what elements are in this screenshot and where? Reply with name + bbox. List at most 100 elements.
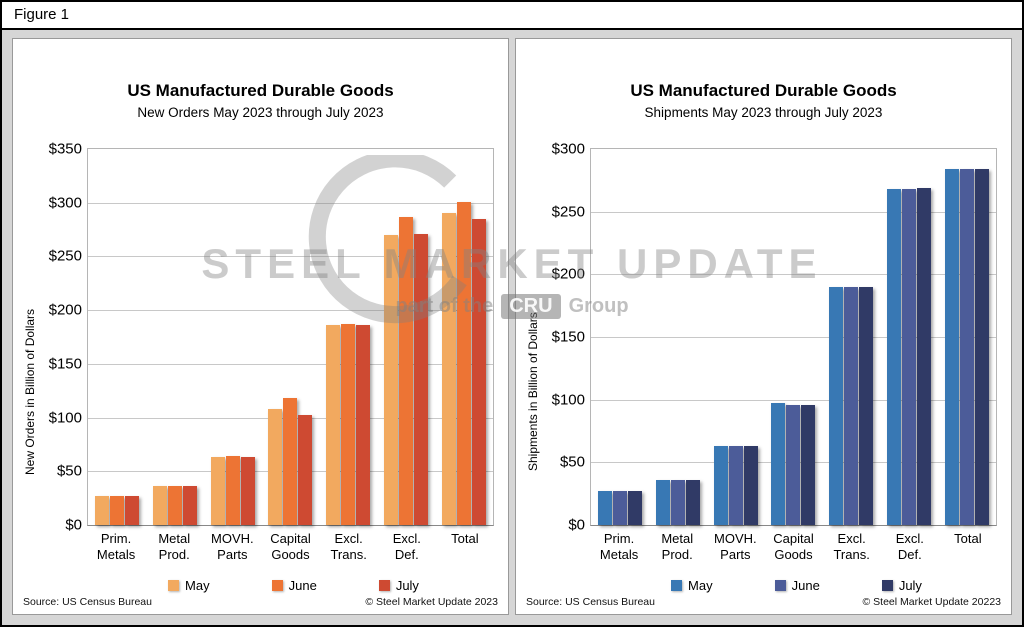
copyright-text: © Steel Market Update 2023	[365, 596, 498, 608]
bar-group	[326, 324, 371, 525]
legend-item: May	[168, 578, 210, 593]
bar-june	[959, 169, 974, 525]
bar-groups	[88, 149, 493, 525]
legend-label: June	[791, 577, 820, 593]
x-category-label: Capital Goods	[773, 531, 814, 563]
gridline	[88, 202, 493, 204]
bar-may	[829, 286, 844, 525]
chart-title: US Manufactured Durable Goods	[127, 81, 394, 100]
x-category-label: MOVH. Parts	[714, 531, 757, 563]
x-category-label: Total	[954, 531, 982, 546]
y-tick-label: $300	[48, 194, 82, 212]
bar-june	[225, 456, 240, 525]
bar-july	[859, 286, 874, 525]
y-tick-label: $50	[56, 462, 82, 480]
bar-groups	[591, 149, 996, 525]
bar-june	[341, 324, 356, 525]
bar-june	[902, 189, 917, 525]
y-tick-label: $0	[65, 516, 82, 534]
bar-group	[829, 286, 874, 525]
x-category-label: Metal Prod.	[661, 531, 694, 563]
legend-item: May	[671, 578, 713, 593]
legend-item: June	[271, 577, 317, 593]
panel-footer: Source: US Census Bureau © Steel Market U…	[524, 596, 1003, 614]
x-category-label: Metal Prod.	[158, 531, 191, 563]
bar-june	[283, 398, 298, 525]
chart-panel-shipments: US Manufactured Durable Goods Shipments M…	[515, 38, 1012, 615]
y-tick-label: $300	[551, 140, 585, 158]
x-axis-labels: Prim. Metals Metal Prod. MOVH. Parts Capita…	[590, 531, 997, 564]
bar-june	[786, 404, 801, 525]
bar-group	[152, 486, 197, 525]
bar-may	[597, 491, 612, 525]
bar-group	[210, 456, 255, 525]
legend-swatch-may	[671, 579, 683, 591]
legend-label: May	[185, 577, 210, 593]
gridline	[591, 274, 996, 276]
x-category-label: Excl. Def.	[895, 531, 924, 563]
gridline	[88, 310, 493, 312]
plot-area: $0 $50 $100 $150 $200 $250 $300	[552, 141, 997, 534]
legend-swatch-june	[774, 579, 786, 591]
bar-may	[441, 213, 456, 525]
bar-may	[713, 446, 728, 525]
x-category-label: Prim. Metals	[599, 531, 639, 563]
y-tick-label: $250	[551, 203, 585, 221]
bar-july	[471, 218, 486, 525]
bar-group	[597, 491, 642, 525]
source-text: Source: US Census Bureau	[23, 596, 152, 608]
bar-group	[94, 496, 139, 525]
bar-july	[627, 491, 642, 525]
bar-may	[944, 169, 959, 525]
legend-swatch-july	[881, 579, 893, 591]
bar-group	[655, 479, 700, 525]
copyright-text: © Steel Market Update 20223	[862, 596, 1001, 608]
legend-label: July	[395, 577, 419, 593]
bar-may	[268, 408, 283, 525]
bar-group	[441, 201, 486, 525]
y-tick-label: $100	[48, 409, 82, 427]
x-axis-labels: Prim. Metals Metal Prod. MOVH. Parts Capita…	[87, 531, 494, 564]
bar-july	[801, 404, 816, 525]
bar-june	[399, 216, 414, 525]
bar-june	[167, 486, 182, 525]
bar-may	[771, 403, 786, 525]
gridline	[591, 399, 996, 401]
bar-group	[887, 187, 932, 525]
bar-july	[182, 486, 197, 525]
legend: May June July	[590, 578, 1003, 593]
plot-wrap: $0 $50 $100 $150 $200 $250 $300 Prim. Metals Met…	[542, 134, 1003, 593]
x-category-label: Capital Goods	[270, 531, 311, 563]
bar-may	[887, 189, 902, 525]
y-tick-label: $50	[559, 453, 585, 471]
bar-july	[124, 496, 139, 525]
bar-july	[917, 187, 932, 525]
source-text: Source: US Census Bureau	[526, 596, 655, 608]
plot-area: $0 $50 $100 $150 $200 $250 $300 $350	[49, 141, 494, 534]
y-tick-label: $350	[48, 140, 82, 158]
gridline	[591, 211, 996, 213]
x-category-label: Total	[451, 531, 479, 546]
legend-item: July	[378, 577, 419, 593]
bar-may	[326, 325, 341, 525]
bar-may	[655, 479, 670, 525]
x-category-label: MOVH. Parts	[211, 531, 254, 563]
bar-june	[728, 446, 743, 525]
plot-wrap: $0 $50 $100 $150 $200 $250 $300 $350 Prim. Metal…	[39, 134, 500, 593]
figure-title: Figure 1	[2, 2, 1022, 30]
gridline	[88, 363, 493, 365]
bar-july	[356, 325, 371, 525]
y-tick-label: $0	[568, 516, 585, 534]
gridline	[591, 337, 996, 338]
y-tick-label: $250	[48, 247, 82, 265]
legend-label: June	[288, 577, 317, 593]
bar-group	[771, 403, 816, 525]
legend-label: May	[688, 577, 713, 593]
figure-body: US Manufactured Durable Goods New Orders …	[2, 30, 1022, 623]
legend: May June July	[87, 578, 500, 593]
bar-may	[384, 234, 399, 525]
y-tick-label: $200	[48, 301, 82, 319]
legend-swatch-june	[271, 579, 283, 591]
bar-june	[670, 479, 685, 525]
bar-july	[240, 457, 255, 525]
